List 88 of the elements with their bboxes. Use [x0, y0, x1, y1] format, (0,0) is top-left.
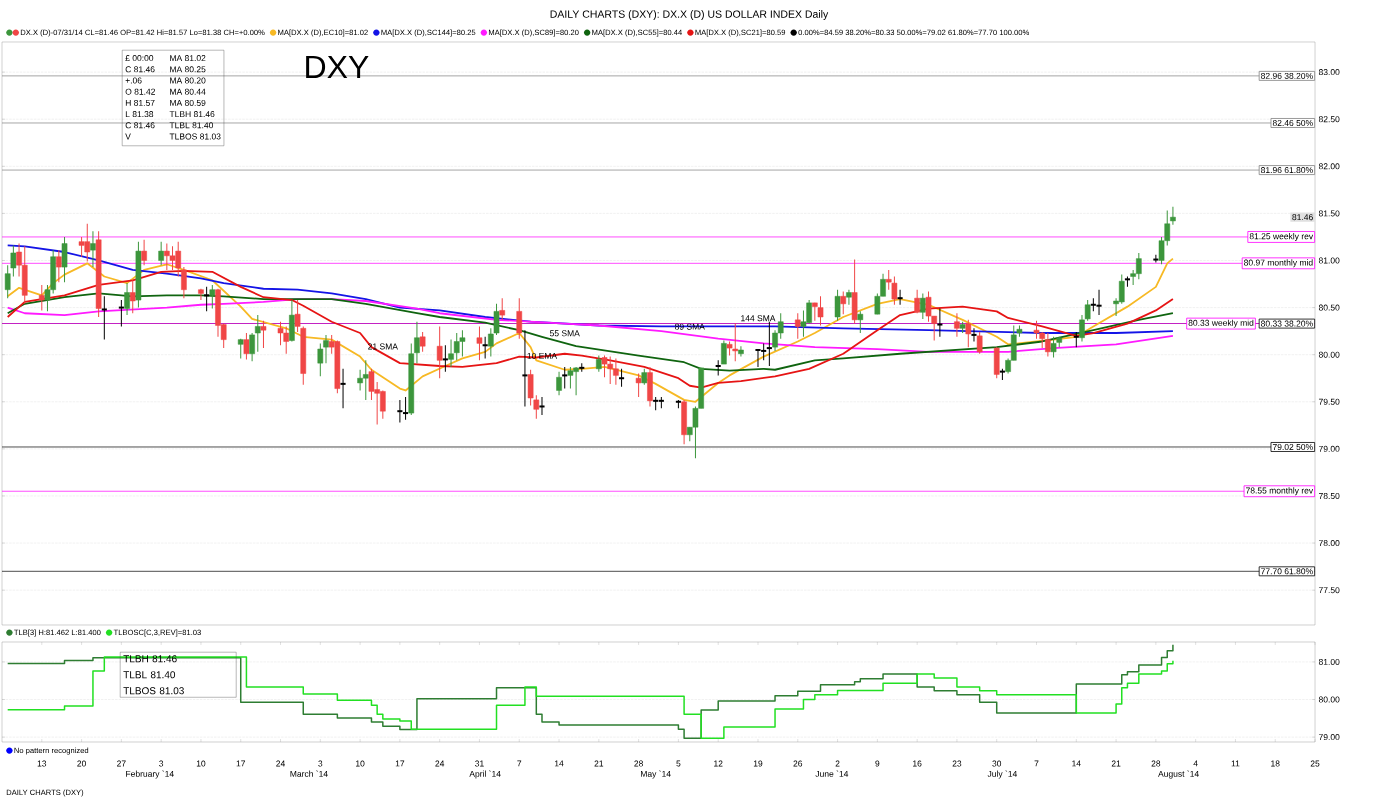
annotation: O 81.42 — [125, 88, 156, 95]
y-tick-label: 79.00 — [1318, 445, 1340, 452]
x-tick-label: 23 — [952, 760, 962, 767]
x-tick-label: 24 — [276, 760, 286, 767]
annotation: 81.46 — [1292, 214, 1313, 221]
y-tick-label: 81.00 — [1318, 658, 1340, 665]
x-tick-label: 7 — [517, 760, 522, 767]
y-tick-label: 82.00 — [1318, 163, 1340, 170]
annotation: C 81.46 — [125, 122, 155, 129]
x-tick-label: 25 — [1310, 760, 1320, 767]
x-tick-label: 19 — [753, 760, 763, 767]
x-tick-label: 10 — [356, 760, 365, 767]
x-tick-label: 9 — [875, 760, 880, 767]
x2-tick-label: August `14 — [1158, 770, 1199, 779]
ref-line-label: 82.46 50% — [1272, 119, 1313, 126]
annotation: 55 SMA — [549, 330, 580, 337]
y-tick-label: 77.50 — [1318, 587, 1340, 594]
y-tick-label: 82.50 — [1318, 116, 1340, 123]
y-tick-label: 80.00 — [1318, 351, 1340, 358]
annotation: TLBL 81.40 — [123, 671, 176, 679]
x-tick-label: 5 — [676, 760, 681, 767]
x-tick-label: 21 — [1111, 760, 1121, 767]
annotation: C 81.46 — [125, 66, 155, 73]
y-tick-label: 81.00 — [1318, 257, 1340, 264]
ref-line-label: 80.33 38.20% — [1261, 320, 1313, 327]
ref-line-label: 78.55 monthly rev — [1246, 487, 1314, 496]
annotation: +.06 — [125, 77, 142, 84]
x2-tick-label: July `14 — [987, 770, 1018, 779]
ref-line-label: 80.97 monthly mid — [1244, 259, 1313, 268]
x-tick-label: 27 — [117, 760, 126, 767]
annotation: TLBOS 81.03 — [169, 133, 221, 140]
x-tick-label: 31 — [475, 760, 484, 767]
y-tick-label: 83.00 — [1318, 69, 1340, 76]
y-tick-label: 79.00 — [1318, 734, 1340, 741]
x-tick-label: 13 — [37, 760, 47, 767]
y-tick-label: 80.00 — [1318, 696, 1340, 703]
x-tick-label: 21 — [594, 760, 604, 767]
x-tick-label: 26 — [793, 760, 803, 767]
annotation: TLBL 81.40 — [169, 122, 214, 129]
ref-line-label: 77.70 61.80% — [1261, 568, 1313, 575]
annotation: TLBOS 81.03 — [123, 687, 184, 695]
ref-line-label: 80.33 weekly mid — [1188, 319, 1254, 328]
annotation: 144 SMA — [741, 315, 776, 322]
x2-tick-label: February `14 — [126, 770, 174, 779]
annotation: MA 80.44 — [170, 88, 206, 95]
x-tick-label: 24 — [435, 760, 445, 767]
annotation: MA 80.20 — [170, 77, 206, 84]
x-tick-label: 30 — [992, 760, 1002, 767]
x-tick-label: 14 — [1072, 760, 1081, 767]
y-tick-label: 80.50 — [1318, 304, 1340, 311]
ref-line-label: 82.96 38.20% — [1261, 72, 1313, 79]
x-tick-label: 10 — [196, 760, 206, 767]
x-tick-label: 12 — [714, 760, 723, 767]
annotation: TLBH 81.46 — [169, 111, 215, 118]
x-tick-label: 28 — [1151, 760, 1161, 767]
annotation: H 81.57 — [125, 99, 155, 106]
annotation: V — [125, 133, 131, 140]
x2-tick-label: May `14 — [641, 770, 671, 779]
x-tick-label: 3 — [318, 760, 323, 767]
x-tick-label: 18 — [1271, 760, 1280, 767]
x-tick-label: 11 — [1231, 760, 1240, 767]
x-tick-label: 20 — [77, 760, 86, 767]
ref-line-label: 81.25 weekly rev — [1249, 232, 1314, 241]
y-tick-label: 81.50 — [1318, 210, 1340, 217]
x-tick-label: 3 — [159, 760, 164, 767]
x-tick-label: 16 — [913, 760, 922, 767]
chart-title: DAILY CHARTS (DXY): DX.X (D) US DOLLAR INDEX Daily — [550, 10, 829, 20]
y-tick-label: 78.00 — [1318, 540, 1340, 547]
ref-line-label: 79.02 50% — [1272, 443, 1313, 450]
annotation: L 81.38 — [125, 111, 154, 118]
x2-tick-label: March `14 — [290, 770, 328, 777]
x2-tick-label: April `14 — [469, 770, 501, 779]
y-tick-label: 78.50 — [1318, 492, 1340, 499]
chart-subtitle: DXY — [306, 55, 369, 78]
x-tick-label: 17 — [236, 760, 246, 767]
x2-tick-label: June `14 — [815, 770, 849, 777]
annotation: MA 81.02 — [170, 55, 206, 62]
annotation: MA 80.59 — [170, 99, 206, 106]
ref-line-label: 81.96 61.80% — [1261, 167, 1313, 174]
x-tick-label: 17 — [395, 760, 405, 767]
x-tick-label: 4 — [1193, 760, 1198, 767]
x-tick-label: 7 — [1034, 760, 1039, 767]
annotation: MA 80.25 — [170, 66, 206, 73]
y-tick-label: 79.50 — [1318, 398, 1340, 405]
annotation: £ 00:00 — [125, 55, 154, 62]
x-tick-label: 2 — [835, 760, 840, 767]
x-tick-label: 14 — [554, 760, 564, 767]
x-tick-label: 28 — [634, 760, 643, 767]
